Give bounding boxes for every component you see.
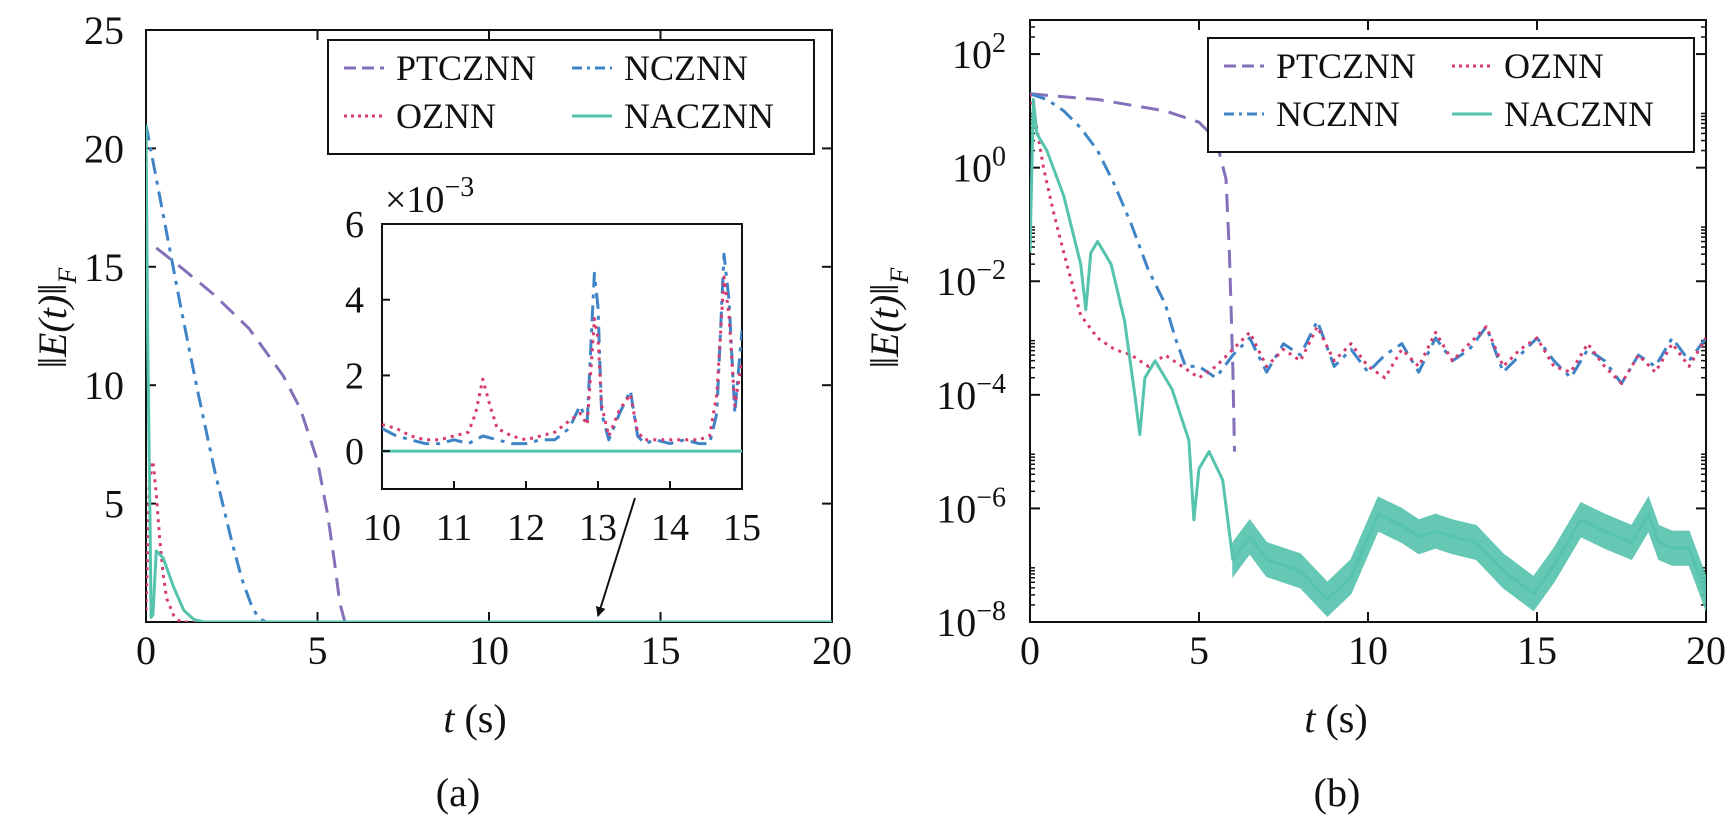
inset-y-tick-label: 0 bbox=[345, 431, 364, 473]
inset-x-tick-label: 14 bbox=[651, 507, 689, 549]
panel-a-y-tick-label: 25 bbox=[84, 8, 124, 53]
inset-y-tick-label: 4 bbox=[345, 280, 364, 322]
panel-b-series-oznn bbox=[1030, 93, 1706, 385]
panel-a-series-ptcznn bbox=[155, 246, 832, 622]
panel-a-x-tick-label: 5 bbox=[308, 628, 328, 673]
panel-b-x-tick-label: 20 bbox=[1686, 628, 1726, 673]
panel-b-y-tick-label: 10−8 bbox=[936, 596, 1006, 645]
panel-a-y-tick-label: 20 bbox=[84, 126, 124, 171]
panel-b-x-tick-label: 5 bbox=[1189, 628, 1209, 673]
panel-b-x-tick-label: 0 bbox=[1020, 628, 1040, 673]
panel-a-series-ncznn bbox=[146, 124, 832, 622]
panel-a-caption: (a) bbox=[436, 770, 480, 815]
panel-b-band-nacznn bbox=[1232, 495, 1706, 618]
panel-b-series-ptcznn bbox=[1030, 92, 1236, 452]
legend-label-ncznn: NCZNN bbox=[624, 48, 748, 88]
legend-label-ptcznn: PTCZNN bbox=[396, 48, 536, 88]
panel-b-caption: (b) bbox=[1314, 770, 1361, 815]
panel-a-y-tick-label: 15 bbox=[84, 245, 124, 290]
legend-label-nacznn: NACZNN bbox=[1504, 94, 1654, 134]
panel-b: 0 5 10 15 20 102 100 10−2 10−4 10−6 10−8 PTCZNN OZ… bbox=[862, 19, 1726, 815]
panel-a-y-tick-label: 5 bbox=[104, 482, 124, 527]
panel-a-series-nacznn bbox=[146, 124, 832, 622]
panel-a-x-label: t (s) bbox=[443, 696, 506, 741]
inset-x-tick-label: 15 bbox=[723, 507, 761, 549]
panel-b-y-tick-label: 10−6 bbox=[936, 482, 1006, 531]
panel-b-y-tick-label: 100 bbox=[952, 142, 1006, 191]
panel-b-x-tick-label: 10 bbox=[1348, 628, 1388, 673]
legend-label-ncznn: NCZNN bbox=[1276, 94, 1400, 134]
inset-series bbox=[382, 252, 742, 453]
svg-text:‖E(t)‖F: ‖E(t)‖F bbox=[30, 267, 82, 369]
legend-label-oznn: OZNN bbox=[1504, 46, 1604, 86]
inset-multiplier: ×10−3 bbox=[385, 172, 474, 221]
panel-b-y-ticks: 102 100 10−2 10−4 10−6 10−8 bbox=[936, 26, 1706, 645]
panel-b-x-tick-label: 15 bbox=[1517, 628, 1557, 673]
panel-b-series-ncznn bbox=[1030, 92, 1706, 385]
panel-a-x-tick-label: 15 bbox=[641, 628, 681, 673]
inset-x-tick-label: 13 bbox=[579, 507, 617, 549]
inset-x-ticks: 10 11 12 13 14 15 bbox=[363, 481, 761, 549]
inset-x-tick-label: 12 bbox=[507, 507, 545, 549]
inset-y-tick-label: 2 bbox=[345, 355, 364, 397]
inset-pointer-arrow bbox=[595, 497, 636, 617]
panel-a-legend: PTCZNN NCZNN OZNN NACZNN bbox=[327, 39, 815, 155]
panel-b-series bbox=[1030, 92, 1706, 618]
panel-b-y-tick-label: 10−4 bbox=[936, 369, 1006, 418]
inset-x-tick-label: 10 bbox=[363, 507, 401, 549]
panel-b-y-label: ‖E(t)‖F bbox=[862, 267, 914, 369]
panel-a-series bbox=[146, 124, 832, 622]
panel-b-y-tick-label: 10−2 bbox=[936, 255, 1006, 304]
panel-a-x-tick-label: 20 bbox=[812, 628, 852, 673]
panel-b-x-label: t (s) bbox=[1304, 696, 1367, 741]
inset-frame bbox=[381, 223, 743, 490]
inset-y-tick-label: 6 bbox=[345, 204, 364, 246]
inset-series-ncznn bbox=[382, 252, 742, 446]
panel-a-x-tick-label: 10 bbox=[469, 628, 509, 673]
legend-label-nacznn: NACZNN bbox=[624, 96, 774, 136]
panel-a-y-label: ‖E(t)‖F bbox=[30, 267, 82, 369]
legend-label-oznn: OZNN bbox=[396, 96, 496, 136]
panel-a-x-tick-label: 0 bbox=[136, 628, 156, 673]
panel-a: 0 5 10 15 20 5 10 15 20 25 10 11 12 13 14 15 0 2 4 6 ×10… bbox=[30, 8, 852, 815]
panel-b-series-nacznn bbox=[1030, 98, 1706, 601]
panel-a-inset: 10 11 12 13 14 15 0 2 4 6 ×10−3 bbox=[345, 172, 761, 549]
panel-b-legend: PTCZNN OZNN NCZNN NACZNN bbox=[1207, 37, 1695, 153]
legend-label-ptcznn: PTCZNN bbox=[1276, 46, 1416, 86]
inset-x-tick-label: 11 bbox=[436, 507, 473, 549]
panel-b-legend-box bbox=[1207, 37, 1695, 153]
panel-b-x-ticks: 0 5 10 15 20 bbox=[1020, 20, 1726, 673]
panel-a-x-ticks: 0 5 10 15 20 bbox=[136, 30, 852, 673]
panel-a-legend-box bbox=[327, 39, 815, 155]
svg-text:‖E(t)‖F: ‖E(t)‖F bbox=[862, 267, 914, 369]
panel-b-y-tick-label: 102 bbox=[952, 28, 1006, 77]
panel-a-y-tick-label: 10 bbox=[84, 363, 124, 408]
inset-y-ticks: 0 2 4 6 bbox=[345, 204, 390, 473]
